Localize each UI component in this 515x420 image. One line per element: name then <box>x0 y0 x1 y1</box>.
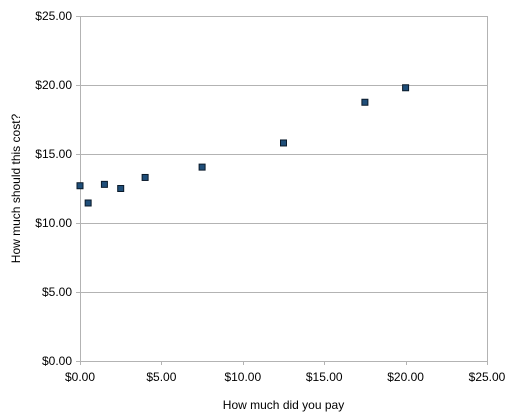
y-tick-label-1: $5.00 <box>42 285 72 299</box>
data-point-0-2 <box>100 180 108 188</box>
x-tick-label-4: $20.00 <box>387 370 424 384</box>
data-point-0-7 <box>361 98 369 106</box>
grid-lines <box>80 16 487 362</box>
data-point-0-3 <box>117 185 125 192</box>
tick-labels: $0.00 $5.00 $10.00 $15.00 $20.00 $25.00 $0.00 $… <box>35 9 505 384</box>
y-tick-label-0: $0.00 <box>42 354 72 368</box>
y-tick-label-4: $20.00 <box>35 78 72 92</box>
x-tick-label-2: $10.00 <box>224 370 261 384</box>
data-point-0-4 <box>141 173 149 181</box>
x-axis-title: How much did you pay <box>223 398 344 412</box>
y-tick-label-5: $25.00 <box>35 9 72 23</box>
x-tick-label-5: $25.00 <box>469 370 506 384</box>
data-point-0-1 <box>84 199 92 207</box>
data-point-0-5 <box>198 163 206 171</box>
x-tick-label-0: $0.00 <box>65 370 95 384</box>
y-axis-title: How much should this cost? <box>9 113 23 263</box>
axes <box>76 16 488 365</box>
data-point-0-8 <box>402 84 410 92</box>
data-points <box>76 84 410 207</box>
y-tick-label-3: $15.00 <box>35 147 72 161</box>
x-tick-label-1: $5.00 <box>146 370 176 384</box>
data-point-0-6 <box>280 139 287 147</box>
y-tick-label-2: $10.00 <box>35 216 72 230</box>
data-point-0-0 <box>76 182 84 190</box>
x-tick-label-3: $15.00 <box>306 370 343 384</box>
